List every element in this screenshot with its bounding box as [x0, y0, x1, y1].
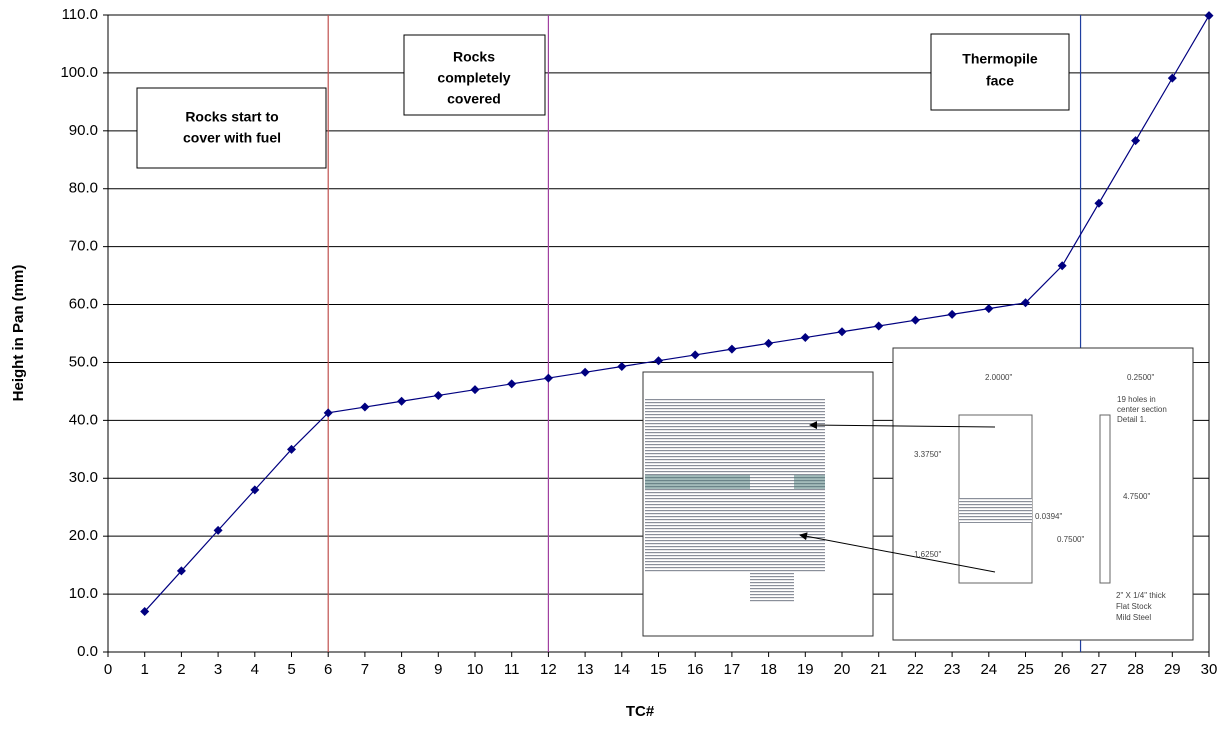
x-tick-label: 20: [834, 661, 851, 678]
x-tick-label: 17: [724, 661, 741, 678]
chart: 0.0 10.0 20.0 30.0 40.0 50.0 60.0 70.0 80.0 90.0 1…: [0, 0, 1231, 727]
inset-label: 19 holes in: [1117, 395, 1156, 404]
x-tick-label: 28: [1127, 661, 1144, 678]
x-tick-label: 0: [104, 661, 112, 678]
data-point: [1094, 199, 1103, 208]
x-tick-label: 15: [650, 661, 667, 678]
annotation: cover with fuel: [183, 130, 281, 146]
inset-label: Mild Steel: [1116, 613, 1151, 622]
data-point: [1205, 11, 1214, 20]
x-tick-label: 5: [287, 661, 295, 678]
data-point: [654, 356, 663, 365]
y-tick-label: 0.0: [77, 643, 98, 660]
x-tick-label: 1: [141, 661, 149, 678]
x-tick-label: 21: [870, 661, 887, 678]
data-point: [691, 350, 700, 359]
x-tick-label: 11: [504, 661, 520, 678]
annotation: completely: [437, 70, 510, 86]
data-point: [434, 391, 443, 400]
y-tick-label: 60.0: [69, 296, 98, 313]
inset-label: 1.6250": [914, 550, 941, 559]
x-tick-label: 9: [434, 661, 442, 678]
x-tick-label: 25: [1017, 661, 1034, 678]
inset-label: 2.0000": [985, 373, 1012, 382]
inset-holes: [959, 498, 1032, 523]
y-tick-label: 20.0: [69, 527, 98, 544]
y-tick-label: 10.0: [69, 585, 98, 602]
data-point: [838, 327, 847, 336]
inset-label: Detail 1.: [1117, 415, 1146, 424]
data-point: [544, 374, 553, 383]
x-tick-label: 10: [467, 661, 484, 678]
data-point: [471, 385, 480, 394]
inset-label: Flat Stock: [1116, 602, 1153, 611]
annotation: face: [986, 73, 1014, 89]
x-tick-label: 7: [361, 661, 369, 678]
annotation: Rocks start to: [185, 109, 278, 125]
y-tick-label: 40.0: [69, 411, 98, 428]
x-tick-label: 2: [177, 661, 185, 678]
data-point: [984, 304, 993, 313]
x-axis-label: TC#: [626, 703, 655, 720]
x-tick-label: 24: [980, 661, 997, 678]
y-tick-label: 80.0: [69, 180, 98, 197]
data-point: [948, 310, 957, 319]
annotation: Rocks: [453, 49, 495, 65]
x-tick-label: 27: [1091, 661, 1108, 678]
data-point: [727, 345, 736, 354]
x-tick-label: 13: [577, 661, 594, 678]
data-point: [1131, 136, 1140, 145]
data-point: [801, 333, 810, 342]
x-tick-label: 23: [944, 661, 961, 678]
data-point: [764, 339, 773, 348]
inset-label: center section: [1117, 405, 1167, 414]
y-tick-label: 50.0: [69, 353, 98, 370]
x-tick-label: 4: [251, 661, 259, 678]
inset-label: 3.3750": [914, 450, 941, 459]
inset-band: [645, 475, 825, 489]
data-point: [507, 379, 516, 388]
y-tick-label: 90.0: [69, 122, 98, 139]
data-point: [617, 362, 626, 371]
x-tick-label: 8: [397, 661, 405, 678]
x-tick-label: 29: [1164, 661, 1181, 678]
inset-drawing: [750, 470, 794, 603]
inset-label: 0.2500": [1127, 373, 1154, 382]
annotation-box: [137, 88, 326, 168]
data-point: [1168, 74, 1177, 83]
y-tick-label: 110.0: [62, 6, 98, 23]
data-point: [911, 316, 920, 325]
x-tick-label: 26: [1054, 661, 1071, 678]
data-point: [581, 368, 590, 377]
data-point: [360, 403, 369, 412]
x-tick-label: 18: [760, 661, 777, 678]
inset-label: 0.7500": [1057, 535, 1084, 544]
x-tick-label: 22: [907, 661, 924, 678]
x-tick-label: 30: [1201, 661, 1218, 678]
x-tick-label: 12: [540, 661, 557, 678]
y-tick-label: 70.0: [69, 238, 98, 255]
inset-label: 4.7500": [1123, 492, 1150, 501]
y-tick-label: 30.0: [69, 469, 98, 486]
x-tick-label: 14: [613, 661, 630, 678]
x-tick-label: 6: [324, 661, 332, 678]
data-point: [397, 397, 406, 406]
inset-label: 0.0394": [1035, 512, 1062, 521]
data-point: [874, 321, 883, 330]
y-tick-label: 100.0: [60, 64, 98, 81]
annotation: Thermopile: [962, 51, 1038, 67]
x-tick-label: 3: [214, 661, 222, 678]
x-tick-label: 19: [797, 661, 814, 678]
annotation: covered: [447, 91, 501, 107]
inset-label: 2" X 1/4" thick: [1116, 591, 1167, 600]
y-axis-label: Height in Pan (mm): [10, 265, 27, 402]
x-tick-label: 16: [687, 661, 704, 678]
